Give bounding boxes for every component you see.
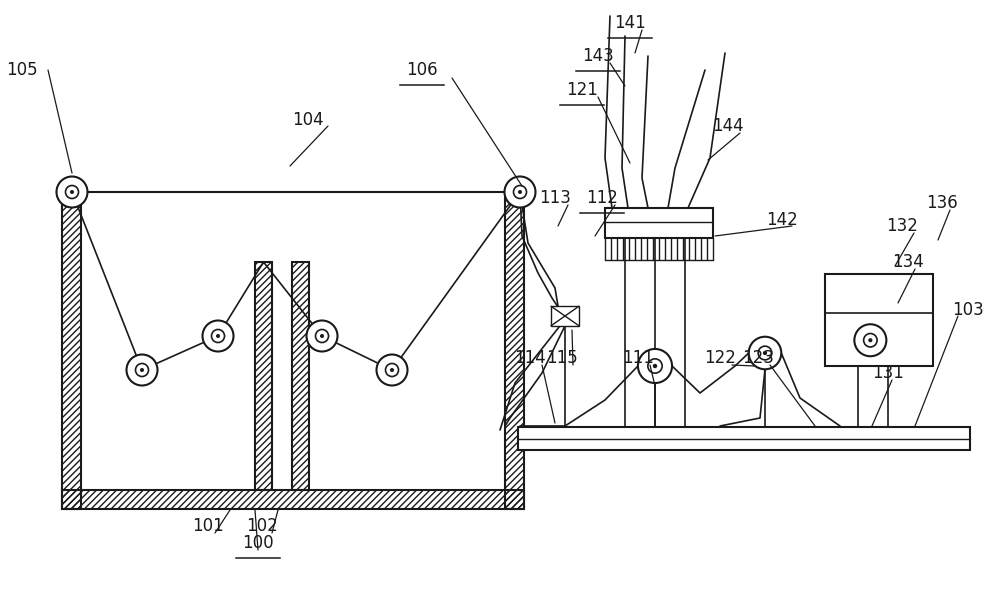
Circle shape: [854, 324, 886, 356]
Circle shape: [868, 338, 872, 342]
Circle shape: [390, 368, 394, 372]
Circle shape: [320, 334, 324, 338]
Text: 103: 103: [952, 301, 984, 319]
Text: 111: 111: [622, 349, 654, 367]
Text: 101: 101: [192, 517, 224, 535]
Circle shape: [376, 354, 408, 385]
Bar: [551, 306, 579, 326]
Circle shape: [135, 364, 149, 376]
Circle shape: [653, 364, 657, 368]
Text: 141: 141: [614, 14, 646, 32]
Bar: [518, 427, 970, 450]
Text: 114: 114: [514, 349, 546, 367]
Text: 142: 142: [766, 211, 798, 229]
Text: 132: 132: [886, 217, 918, 235]
Circle shape: [315, 330, 329, 342]
Bar: [605, 208, 713, 238]
Bar: [255, 262, 272, 490]
Circle shape: [518, 190, 522, 194]
Text: 134: 134: [892, 253, 924, 271]
Circle shape: [864, 334, 877, 347]
Text: 112: 112: [586, 189, 618, 207]
Circle shape: [70, 190, 74, 194]
Circle shape: [211, 330, 225, 342]
Text: 144: 144: [712, 117, 744, 135]
Circle shape: [758, 346, 772, 360]
Circle shape: [65, 185, 79, 198]
Circle shape: [203, 320, 234, 351]
Text: 123: 123: [742, 349, 774, 367]
Circle shape: [638, 349, 672, 383]
Text: 113: 113: [539, 189, 571, 207]
Circle shape: [56, 176, 88, 207]
Circle shape: [749, 337, 781, 369]
Circle shape: [140, 368, 144, 372]
Circle shape: [126, 354, 158, 385]
Text: 106: 106: [406, 61, 438, 79]
Circle shape: [385, 364, 399, 376]
Text: 143: 143: [582, 47, 614, 65]
Text: 136: 136: [926, 194, 958, 212]
Circle shape: [505, 176, 536, 207]
Text: 121: 121: [566, 81, 598, 99]
Circle shape: [513, 185, 527, 198]
Bar: [62, 192, 81, 509]
Circle shape: [648, 359, 662, 373]
Text: 102: 102: [246, 517, 278, 535]
Circle shape: [306, 320, 338, 351]
Bar: [62, 490, 524, 509]
Text: 115: 115: [546, 349, 578, 367]
Text: 122: 122: [704, 349, 736, 367]
Circle shape: [216, 334, 220, 338]
Bar: [825, 274, 933, 366]
Bar: [505, 192, 524, 509]
Bar: [292, 262, 309, 490]
Text: 131: 131: [872, 364, 904, 382]
Text: 100: 100: [242, 534, 274, 552]
Text: 104: 104: [292, 111, 324, 129]
Text: 105: 105: [6, 61, 38, 79]
Circle shape: [763, 351, 767, 355]
